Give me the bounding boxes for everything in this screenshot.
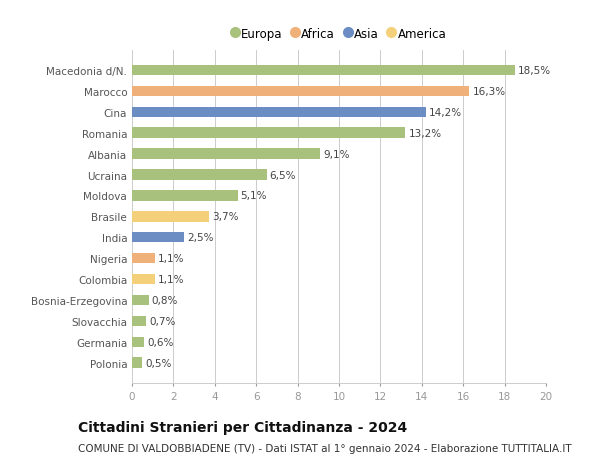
Text: 13,2%: 13,2%	[409, 129, 442, 139]
Bar	[132, 253, 155, 264]
Bar	[132, 212, 209, 222]
Text: 16,3%: 16,3%	[473, 87, 506, 97]
Text: 3,7%: 3,7%	[212, 212, 238, 222]
Text: 0,7%: 0,7%	[149, 316, 176, 326]
Text: 0,6%: 0,6%	[148, 337, 174, 347]
Bar	[132, 128, 405, 139]
Text: COMUNE DI VALDOBBIADENE (TV) - Dati ISTAT al 1° gennaio 2024 - Elaborazione TUTT: COMUNE DI VALDOBBIADENE (TV) - Dati ISTA…	[78, 443, 572, 453]
Bar	[132, 316, 146, 326]
Bar	[132, 170, 266, 180]
Bar	[132, 191, 238, 201]
Text: 0,8%: 0,8%	[152, 295, 178, 305]
Text: Cittadini Stranieri per Cittadinanza - 2024: Cittadini Stranieri per Cittadinanza - 2…	[78, 420, 407, 434]
Bar	[132, 107, 426, 118]
Bar	[132, 337, 145, 347]
Text: 1,1%: 1,1%	[158, 254, 184, 263]
Bar	[132, 149, 320, 159]
Text: 0,5%: 0,5%	[145, 358, 172, 368]
Text: 5,1%: 5,1%	[241, 191, 267, 201]
Legend: Europa, Africa, Asia, America: Europa, Africa, Asia, America	[227, 23, 451, 45]
Bar	[132, 358, 142, 368]
Text: 2,5%: 2,5%	[187, 233, 214, 243]
Text: 18,5%: 18,5%	[518, 66, 551, 76]
Text: 6,5%: 6,5%	[269, 170, 296, 180]
Text: 1,1%: 1,1%	[158, 274, 184, 285]
Bar	[132, 274, 155, 285]
Bar	[132, 66, 515, 76]
Bar	[132, 86, 469, 97]
Text: 14,2%: 14,2%	[429, 107, 462, 118]
Bar	[132, 233, 184, 243]
Bar	[132, 295, 149, 306]
Text: 9,1%: 9,1%	[323, 149, 350, 159]
